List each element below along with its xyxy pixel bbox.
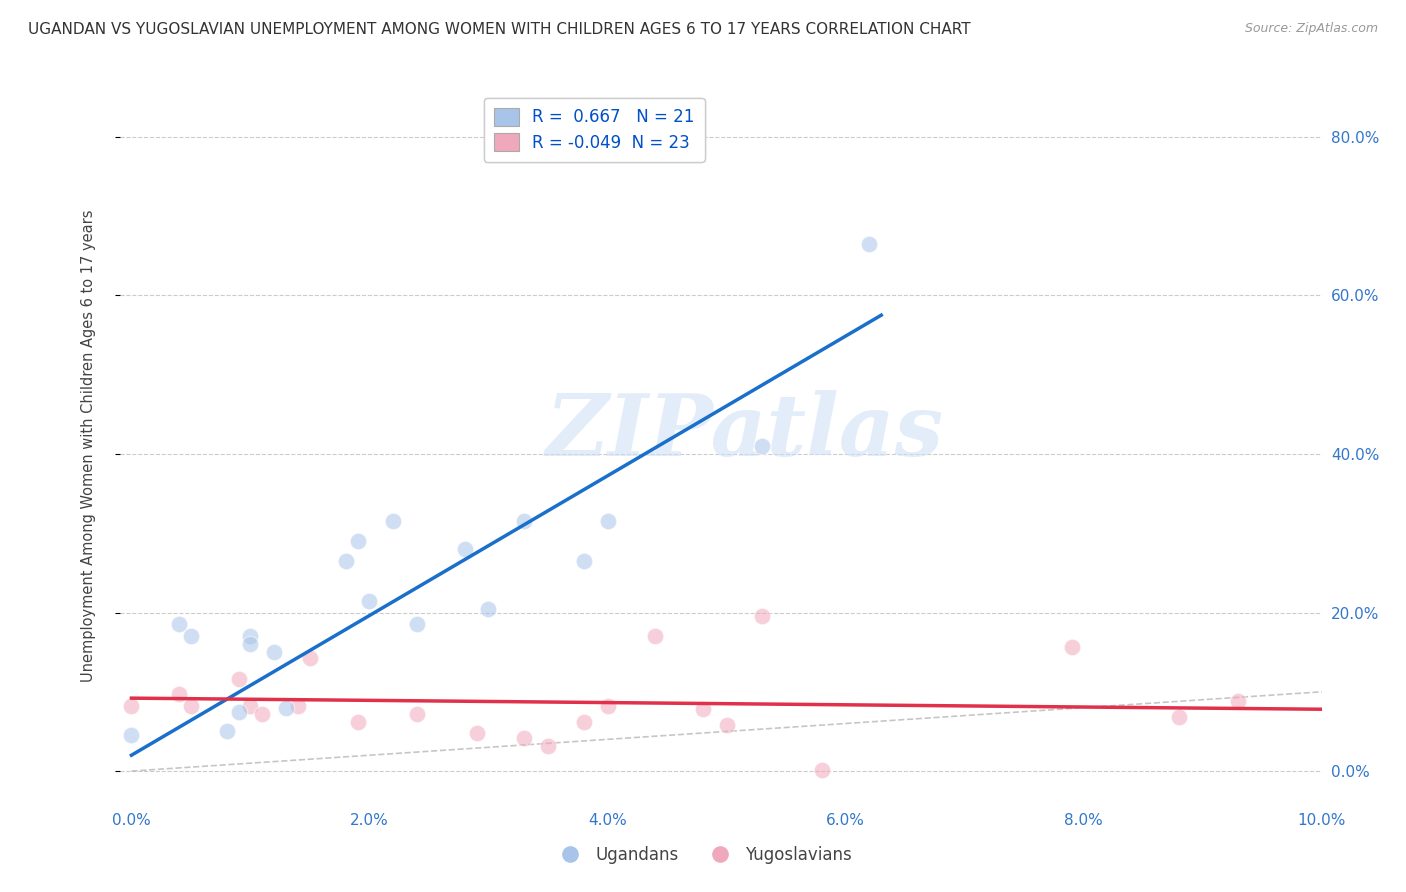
Point — [406, 617, 429, 632]
Point — [335, 554, 357, 568]
Point — [167, 687, 190, 701]
Point — [858, 236, 880, 251]
Point — [1227, 694, 1250, 708]
Point — [572, 554, 595, 568]
Point — [477, 601, 499, 615]
Text: Source: ZipAtlas.com: Source: ZipAtlas.com — [1244, 22, 1378, 36]
Legend: Ugandans, Yugoslavians: Ugandans, Yugoslavians — [547, 839, 859, 871]
Point — [537, 739, 560, 753]
Point — [239, 637, 262, 651]
Point — [692, 702, 714, 716]
Y-axis label: Unemployment Among Women with Children Ages 6 to 17 years: Unemployment Among Women with Children A… — [82, 210, 96, 682]
Point — [382, 514, 405, 528]
Point — [239, 629, 262, 643]
Point — [263, 645, 285, 659]
Text: UGANDAN VS YUGOSLAVIAN UNEMPLOYMENT AMONG WOMEN WITH CHILDREN AGES 6 TO 17 YEARS: UGANDAN VS YUGOSLAVIAN UNEMPLOYMENT AMON… — [28, 22, 970, 37]
Point — [716, 718, 738, 732]
Point — [751, 439, 773, 453]
Point — [287, 699, 309, 714]
Point — [406, 706, 429, 721]
Point — [359, 593, 381, 607]
Point — [596, 514, 619, 528]
Legend: R =  0.667   N = 21, R = -0.049  N = 23: R = 0.667 N = 21, R = -0.049 N = 23 — [484, 97, 704, 161]
Point — [167, 617, 190, 632]
Point — [513, 514, 536, 528]
Point — [120, 699, 142, 714]
Point — [215, 724, 238, 739]
Point — [252, 706, 274, 721]
Point — [1060, 640, 1083, 655]
Point — [346, 714, 368, 729]
Point — [180, 699, 202, 714]
Point — [751, 609, 773, 624]
Point — [1167, 710, 1189, 724]
Text: ZIPatlas: ZIPatlas — [546, 390, 943, 474]
Point — [346, 534, 368, 549]
Point — [513, 731, 536, 745]
Point — [644, 629, 666, 643]
Point — [465, 726, 488, 740]
Point — [239, 699, 262, 714]
Point — [276, 700, 298, 714]
Point — [810, 764, 832, 778]
Point — [228, 705, 250, 719]
Point — [596, 699, 619, 714]
Point — [180, 629, 202, 643]
Point — [228, 672, 250, 686]
Point — [120, 728, 142, 742]
Point — [572, 714, 595, 729]
Point — [453, 542, 475, 557]
Point — [298, 651, 321, 665]
